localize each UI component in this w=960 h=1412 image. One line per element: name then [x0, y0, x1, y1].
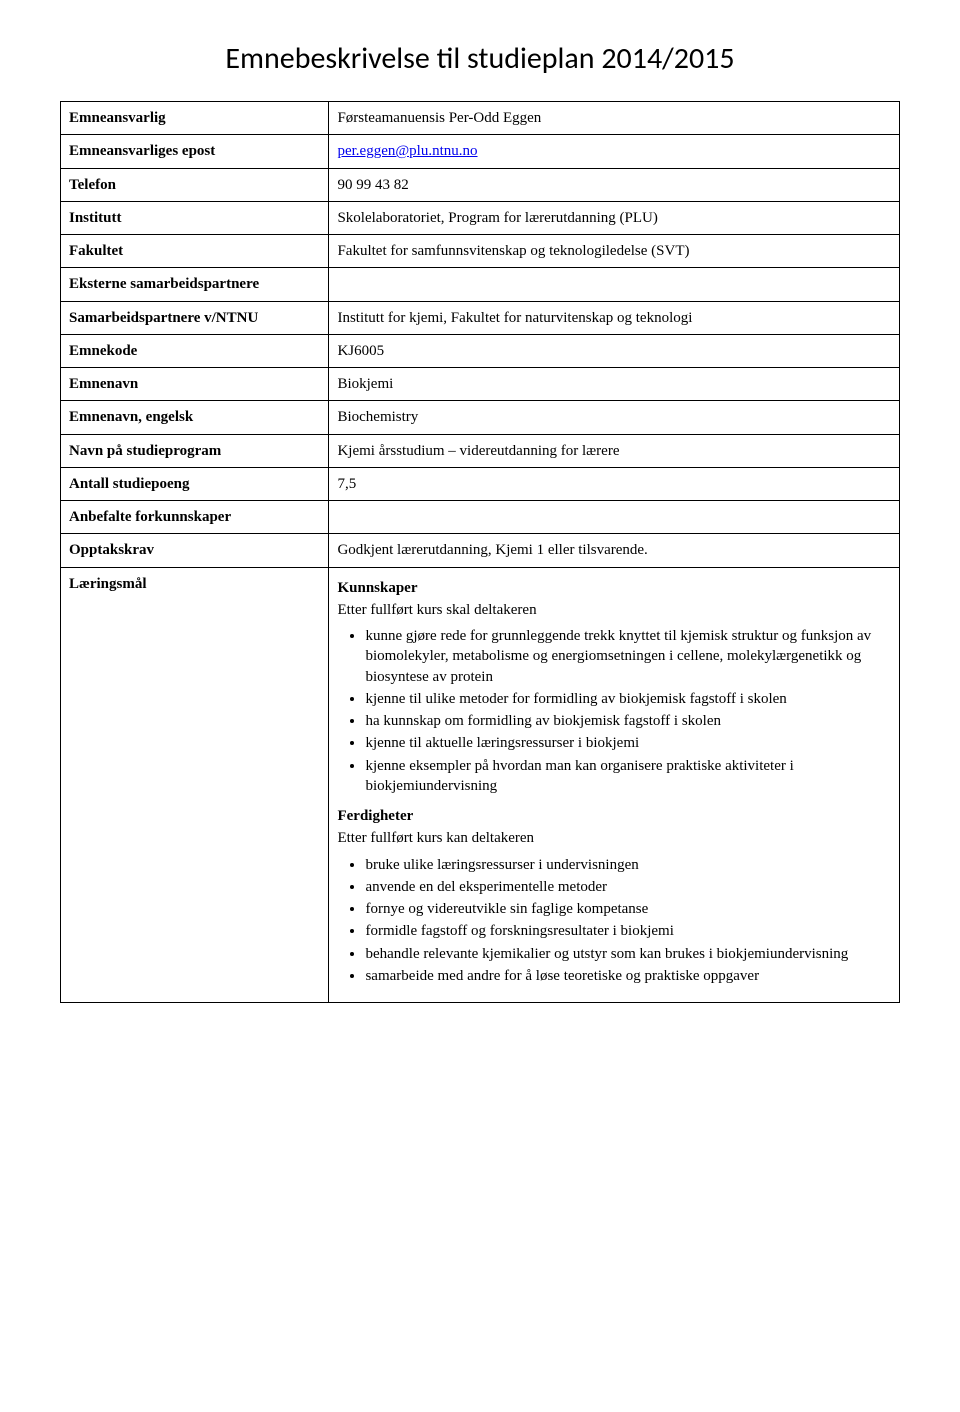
value-laeringsmal: Kunnskaper Etter fullført kurs skal delt…	[329, 567, 900, 1003]
table-row: Samarbeidspartnere v/NTNU Institutt for …	[61, 301, 900, 334]
table-row: Anbefalte forkunnskaper	[61, 501, 900, 534]
label-fakultet: Fakultet	[61, 235, 329, 268]
table-row: Emnenavn, engelsk Biochemistry	[61, 401, 900, 434]
kunnskaper-block: Kunnskaper Etter fullført kurs skal delt…	[337, 578, 891, 797]
value-emnenavn: Biokjemi	[329, 368, 900, 401]
label-forkunnskaper: Anbefalte forkunnskaper	[61, 501, 329, 534]
label-opptakskrav: Opptakskrav	[61, 534, 329, 567]
list-item: kjenne til aktuelle læringsressurser i b…	[365, 733, 891, 753]
value-studieprogram: Kjemi årsstudium – videreutdanning for l…	[329, 434, 900, 467]
kunnskaper-head: Kunnskaper	[337, 578, 891, 598]
label-emnenavn: Emnenavn	[61, 368, 329, 401]
label-emnekode: Emnekode	[61, 334, 329, 367]
table-row: Navn på studieprogram Kjemi årsstudium –…	[61, 434, 900, 467]
value-fakultet: Fakultet for samfunnsvitenskap og teknol…	[329, 235, 900, 268]
list-item: anvende en del eksperimentelle metoder	[365, 877, 891, 897]
list-item: fornye og videreutvikle sin faglige komp…	[365, 899, 891, 919]
list-item: formidle fagstoff og forskningsresultate…	[365, 921, 891, 941]
ferdigheter-sub: Etter fullført kurs kan deltakeren	[337, 828, 891, 848]
value-emnenavn-en: Biochemistry	[329, 401, 900, 434]
table-row: Fakultet Fakultet for samfunnsvitenskap …	[61, 235, 900, 268]
label-epost: Emneansvarliges epost	[61, 135, 329, 168]
value-opptakskrav: Godkjent lærerutdanning, Kjemi 1 eller t…	[329, 534, 900, 567]
value-eksterne	[329, 268, 900, 301]
table-row: Emneansvarlig Førsteamanuensis Per-Odd E…	[61, 102, 900, 135]
label-institutt: Institutt	[61, 201, 329, 234]
ferdigheter-head: Ferdigheter	[337, 806, 891, 826]
label-eksterne: Eksterne samarbeidspartnere	[61, 268, 329, 301]
label-laeringsmal: Læringsmål	[61, 567, 329, 1003]
email-link[interactable]: per.eggen@plu.ntnu.no	[337, 143, 477, 159]
list-item: kunne gjøre rede for grunnleggende trekk…	[365, 626, 891, 687]
label-emneansvarlig: Emneansvarlig	[61, 102, 329, 135]
table-row: Opptakskrav Godkjent lærerutdanning, Kje…	[61, 534, 900, 567]
value-epost: per.eggen@plu.ntnu.no	[329, 135, 900, 168]
table-row: Emnekode KJ6005	[61, 334, 900, 367]
ferdigheter-list: bruke ulike læringsressurser i undervisn…	[337, 855, 891, 987]
list-item: kjenne eksempler på hvordan man kan orga…	[365, 756, 891, 797]
value-institutt: Skolelaboratoriet, Program for lærerutda…	[329, 201, 900, 234]
course-table: Emneansvarlig Førsteamanuensis Per-Odd E…	[60, 101, 900, 1003]
table-row: Antall studiepoeng 7,5	[61, 467, 900, 500]
list-item: behandle relevante kjemikalier og utstyr…	[365, 944, 891, 964]
list-item: samarbeide med andre for å løse teoretis…	[365, 966, 891, 986]
value-telefon: 90 99 43 82	[329, 168, 900, 201]
table-row: Eksterne samarbeidspartnere	[61, 268, 900, 301]
label-emnenavn-en: Emnenavn, engelsk	[61, 401, 329, 434]
list-item: kjenne til ulike metoder for formidling …	[365, 689, 891, 709]
table-row: Emneansvarliges epost per.eggen@plu.ntnu…	[61, 135, 900, 168]
table-row: Telefon 90 99 43 82	[61, 168, 900, 201]
table-row: Læringsmål Kunnskaper Etter fullført kur…	[61, 567, 900, 1003]
table-row: Emnenavn Biokjemi	[61, 368, 900, 401]
kunnskaper-list: kunne gjøre rede for grunnleggende trekk…	[337, 626, 891, 796]
value-emneansvarlig: Førsteamanuensis Per-Odd Eggen	[329, 102, 900, 135]
value-emnekode: KJ6005	[329, 334, 900, 367]
label-samarbeid-ntnu: Samarbeidspartnere v/NTNU	[61, 301, 329, 334]
ferdigheter-block: Ferdigheter Etter fullført kurs kan delt…	[337, 806, 891, 986]
list-item: bruke ulike læringsressurser i undervisn…	[365, 855, 891, 875]
value-samarbeid-ntnu: Institutt for kjemi, Fakultet for naturv…	[329, 301, 900, 334]
value-forkunnskaper	[329, 501, 900, 534]
list-item: ha kunnskap om formidling av biokjemisk …	[365, 711, 891, 731]
label-studiepoeng: Antall studiepoeng	[61, 467, 329, 500]
page-title: Emnebeskrivelse til studieplan 2014/2015	[60, 40, 900, 77]
kunnskaper-sub: Etter fullført kurs skal deltakeren	[337, 600, 891, 620]
label-studieprogram: Navn på studieprogram	[61, 434, 329, 467]
table-row: Institutt Skolelaboratoriet, Program for…	[61, 201, 900, 234]
label-telefon: Telefon	[61, 168, 329, 201]
value-studiepoeng: 7,5	[329, 467, 900, 500]
